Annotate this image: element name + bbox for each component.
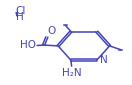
Text: O: O: [48, 26, 56, 36]
Text: H: H: [16, 12, 24, 22]
Text: HO: HO: [20, 40, 36, 50]
Text: H₂N: H₂N: [62, 68, 81, 78]
Text: Cl: Cl: [15, 6, 26, 16]
Text: N: N: [100, 55, 108, 65]
